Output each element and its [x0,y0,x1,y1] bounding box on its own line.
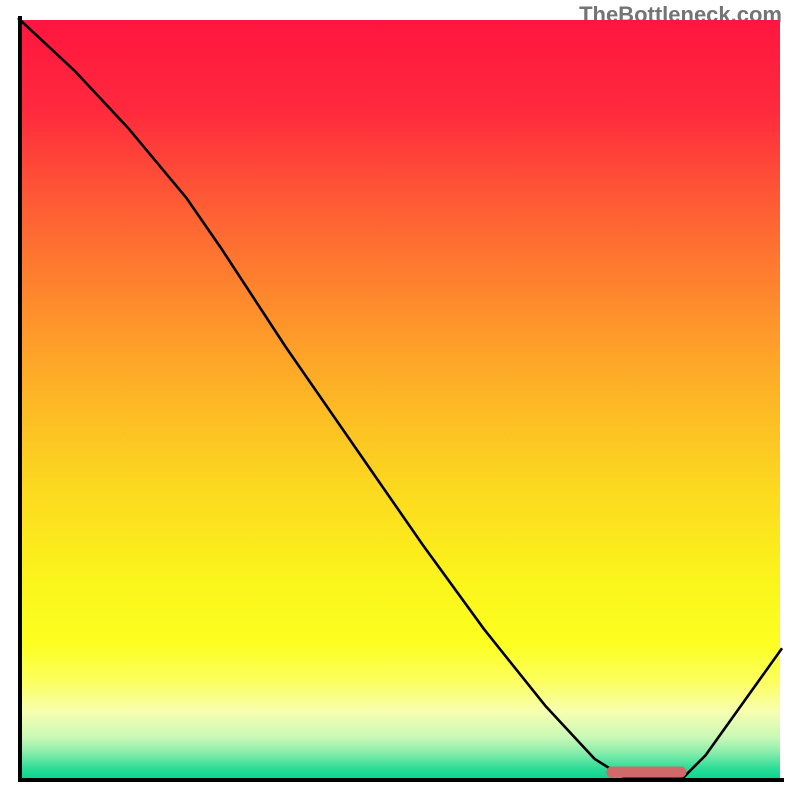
optimal-range-marker [606,767,686,778]
chart-container: TheBottleneck.com [0,0,800,800]
bottleneck-chart [0,0,800,800]
